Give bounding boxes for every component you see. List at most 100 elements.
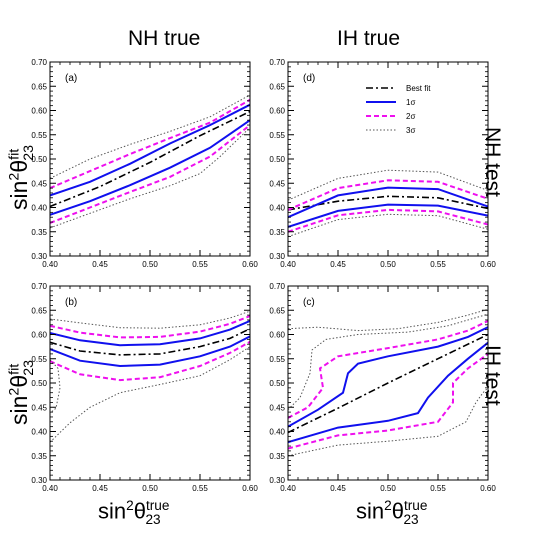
- x-tick-label: 0.40: [280, 260, 296, 269]
- panel-b: 0.40 0.45 0.50 0.55 0.60 0.30 0.35 0.40 0.45 0.50…: [31, 282, 258, 493]
- sigma2-contour: [288, 320, 488, 419]
- legend-label: 2σ: [406, 112, 415, 121]
- sigma1-contour: [50, 319, 250, 347]
- y-tick-label: 0.55: [31, 355, 47, 364]
- column-header-left: NH true: [128, 27, 201, 50]
- x-tick-label: 0.55: [430, 260, 446, 269]
- sigma2-contour: [50, 315, 250, 339]
- legend-label: 3σ: [406, 126, 415, 135]
- y-tick-label: 0.50: [269, 379, 285, 388]
- y-tick-label: 0.30: [269, 252, 285, 261]
- x-tick-label: 0.50: [142, 260, 158, 269]
- sigma3-contour: [50, 127, 250, 229]
- x-tick-label: 0.50: [380, 260, 396, 269]
- sigma1-contour: [50, 103, 250, 197]
- plot-frame: [49, 285, 251, 481]
- y-tick-label: 0.50: [269, 155, 285, 164]
- y-tick-label: 0.45: [31, 179, 47, 188]
- panel-c: 0.40 0.45 0.50 0.55 0.60 0.30 0.35 0.40 0.45 0.50…: [269, 282, 496, 493]
- contour-group: [50, 310, 250, 443]
- legend-label: Best fit: [406, 84, 431, 93]
- y-tick-label: 0.50: [31, 379, 47, 388]
- y-tick-label: 0.45: [269, 403, 285, 412]
- sigma3-contour: [288, 169, 488, 201]
- y-tick-label: 0.50: [31, 155, 47, 164]
- x-tick-label: 0.50: [380, 484, 396, 493]
- y-tick-label: 0.40: [31, 204, 47, 213]
- sigma3-contour: [288, 387, 488, 457]
- x-tick-label: 0.60: [480, 484, 496, 493]
- sigma2-contour: [288, 179, 488, 211]
- y-tick-label: 0.45: [31, 403, 47, 412]
- x-tick-label: 0.55: [430, 484, 446, 493]
- sigma3-contour: [288, 313, 488, 411]
- y-tick-label: 0.70: [31, 282, 47, 291]
- panel-label: (b): [65, 297, 77, 308]
- x-axis-label-right: sin2θtrue23: [356, 498, 428, 527]
- x-tick-label: 0.55: [192, 484, 208, 493]
- y-tick-label: 0.70: [269, 58, 285, 67]
- panel-a: 0.40 0.45 0.50 0.55 0.60 0.30 0.35 0.40 0.45 0.50…: [31, 58, 258, 269]
- panel-d: 0.40 0.45 0.50 0.55 0.60 0.30 0.35 0.40 0.45 0.50…: [269, 58, 496, 269]
- y-tick-label: 0.45: [269, 179, 285, 188]
- panel-label: (a): [65, 73, 77, 84]
- panel-label: (c): [303, 297, 315, 308]
- sigma2-contour: [50, 124, 250, 224]
- sigma1-contour: [288, 203, 488, 228]
- y-tick-label: 0.55: [269, 131, 285, 140]
- sigma3-contour: [288, 308, 488, 332]
- y-tick-label: 0.65: [269, 306, 285, 315]
- best-contour: [50, 110, 250, 208]
- plot-frame: [49, 61, 251, 257]
- x-tick-label: 0.45: [330, 260, 346, 269]
- y-tick-label: 0.30: [31, 476, 47, 485]
- panel-label: (d): [303, 73, 315, 84]
- y-tick-label: 0.55: [31, 131, 47, 140]
- x-tick-label: 0.55: [192, 260, 208, 269]
- sigma3-contour: [50, 94, 250, 179]
- best-contour: [288, 195, 488, 211]
- y-tick-label: 0.55: [269, 355, 285, 364]
- legend-label: 1σ: [406, 98, 415, 107]
- contour-group: [288, 308, 488, 457]
- y-tick-label: 0.35: [31, 228, 47, 237]
- column-header-right: IH true: [337, 27, 401, 50]
- x-tick-label: 0.60: [242, 260, 258, 269]
- sigma2-contour: [288, 208, 488, 233]
- sigma2-contour: [288, 353, 488, 450]
- sigma3-contour: [50, 346, 250, 443]
- y-tick-label: 0.60: [31, 107, 47, 116]
- x-tick-label: 0.45: [92, 484, 108, 493]
- best-contour: [288, 333, 488, 434]
- y-tick-label: 0.60: [269, 331, 285, 340]
- sigma1-contour: [288, 186, 488, 219]
- y-tick-label: 0.35: [269, 228, 285, 237]
- y-tick-label: 0.65: [31, 82, 47, 91]
- sigma2-contour: [50, 98, 250, 190]
- y-tick-label: 0.30: [31, 252, 47, 261]
- y-tick-label: 0.65: [269, 82, 285, 91]
- y-tick-label: 0.70: [31, 58, 47, 67]
- sigma3-contour: [50, 359, 61, 414]
- x-tick-label: 0.40: [42, 260, 58, 269]
- x-tick-label: 0.60: [480, 260, 496, 269]
- sigma1-contour: [50, 119, 250, 216]
- y-tick-label: 0.40: [31, 428, 47, 437]
- x-tick-label: 0.45: [330, 484, 346, 493]
- legend: Best fit 1σ 2σ 3σ: [366, 84, 431, 135]
- x-tick-label: 0.40: [280, 484, 296, 493]
- x-axis-label-left: sin2θtrue23: [98, 498, 170, 527]
- sigma3-contour: [288, 213, 488, 238]
- y-tick-label: 0.65: [31, 306, 47, 315]
- sigma2-contour: [50, 340, 250, 382]
- y-tick-label: 0.40: [269, 428, 285, 437]
- y-tick-label: 0.35: [31, 452, 47, 461]
- sigma1-contour: [288, 341, 488, 444]
- x-tick-label: 0.60: [242, 484, 258, 493]
- x-tick-label: 0.50: [142, 484, 158, 493]
- x-tick-label: 0.45: [92, 260, 108, 269]
- y-tick-label: 0.30: [269, 476, 285, 485]
- y-tick-label: 0.40: [269, 204, 285, 213]
- sigma1-contour: [288, 326, 488, 428]
